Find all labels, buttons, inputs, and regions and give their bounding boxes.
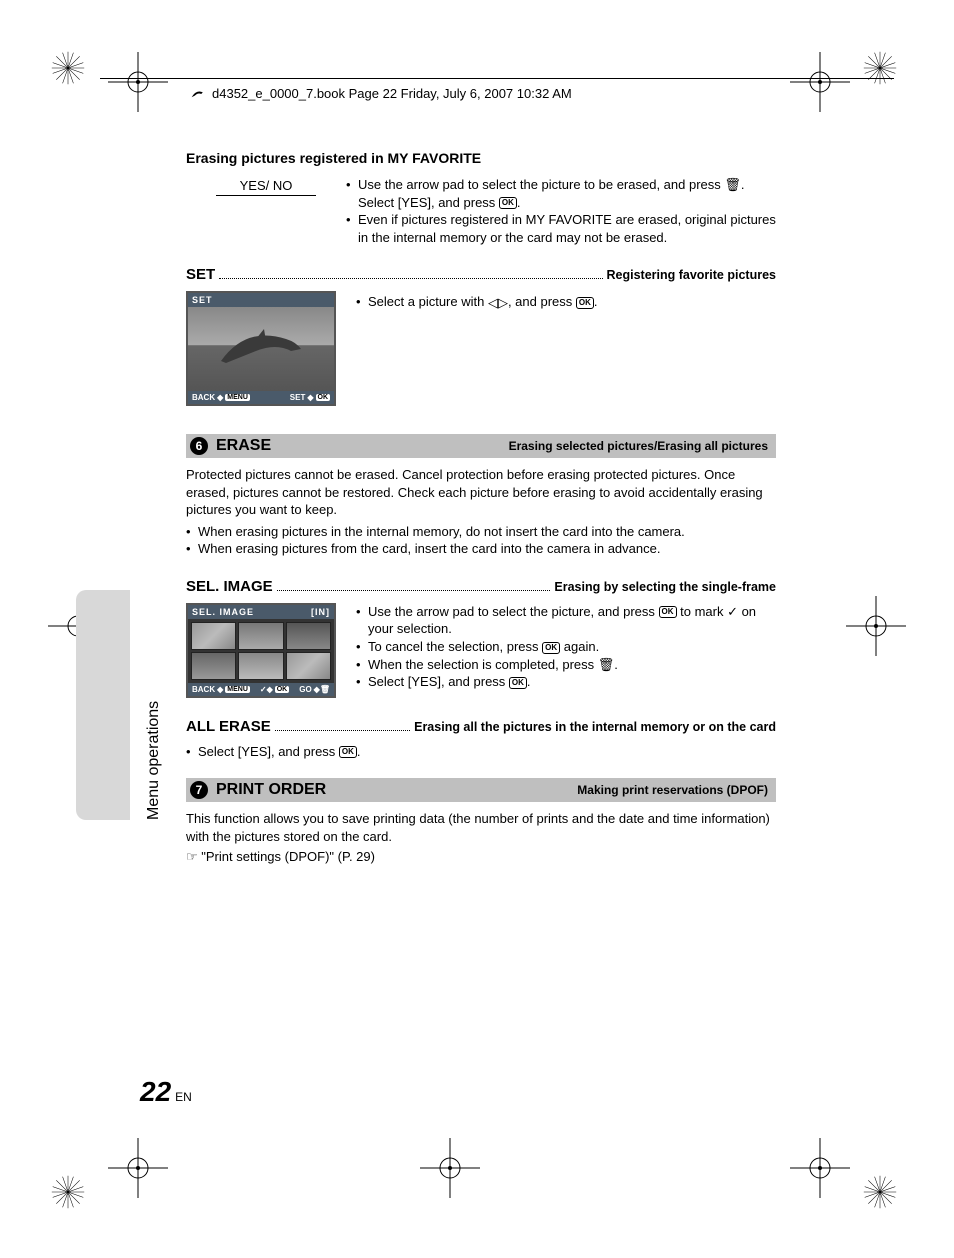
go-label: GO	[299, 685, 311, 694]
erase-subtitle: Erasing selected pictures/Erasing all pi…	[509, 439, 768, 453]
ok-badge: OK	[316, 394, 331, 401]
set-screenshot: SET BACK◆MENU SET◆OK	[186, 291, 336, 406]
all-erase-heading: ALL ERASE	[186, 718, 271, 735]
erase-title: ERASE	[216, 437, 271, 455]
section-number-badge: 6	[190, 437, 208, 455]
print-order-description: This function allows you to save printin…	[186, 810, 776, 845]
thumbnail	[286, 652, 331, 680]
bullet-text-content: Use the arrow pad to select the picture …	[358, 177, 745, 210]
page-content: Erasing pictures registered in MY FAVORI…	[186, 150, 776, 865]
bullet-post: again.	[560, 639, 599, 654]
crosshair-mark	[790, 52, 850, 112]
sel-image-subtitle: Erasing by selecting the single-frame	[554, 580, 776, 594]
bullet-text: Use the arrow pad to select the picture,…	[356, 603, 776, 638]
screenshot-title: SEL. IMAGE	[192, 607, 254, 617]
registration-mark	[50, 50, 86, 86]
header-rule	[100, 78, 894, 79]
crosshair-mark	[108, 52, 168, 112]
ok-icon: OK	[339, 746, 357, 758]
bullet-pre: Select [YES], and press	[368, 674, 509, 689]
thumbnail	[191, 622, 236, 650]
dolphin-icon	[190, 85, 206, 102]
all-erase-subtitle: Erasing all the pictures in the internal…	[414, 720, 776, 734]
bullet-text: Use the arrow pad to select the picture …	[346, 176, 776, 211]
ok-icon: OK	[499, 197, 517, 209]
ok-icon: OK	[542, 642, 560, 654]
section-erasing-favorite-title: Erasing pictures registered in MY FAVORI…	[186, 150, 776, 166]
print-order-reference: ☞ "Print settings (DPOF)" (P. 29)	[186, 848, 776, 866]
ok-badge: OK	[275, 686, 290, 693]
side-tab	[76, 590, 130, 820]
section-number-badge: 7	[190, 781, 208, 799]
ok-icon: OK	[509, 677, 527, 689]
back-label: BACK	[192, 685, 215, 694]
thumbnail	[191, 652, 236, 680]
registration-mark	[862, 1174, 898, 1210]
side-section-label: Menu operations	[145, 701, 163, 820]
bullet-text: When the selection is completed, press 🗑…	[356, 656, 776, 674]
bullet-text: Select [YES], and press OK.	[356, 673, 776, 691]
left-right-arrow-icon: ◁▷	[488, 294, 508, 312]
sel-image-screenshot: SEL. IMAGE [IN] BACK◆MENU ✓◆OK GO◆🗑	[186, 603, 336, 698]
bullet-text: When erasing pictures in the internal me…	[186, 523, 776, 541]
thumbnail	[238, 652, 283, 680]
sel-image-heading: SEL. IMAGE	[186, 578, 273, 595]
ok-icon: OK	[576, 297, 594, 309]
bullet-pre: Select [YES], and press	[198, 744, 339, 759]
bullet-text: Select a picture with ◁▷, and press OK.	[356, 293, 776, 311]
page-number: 22 EN	[140, 1076, 192, 1108]
erase-section-banner: 6 ERASE Erasing selected pictures/Erasin…	[186, 434, 776, 458]
thumbnail	[238, 622, 283, 650]
ok-icon: OK	[659, 606, 677, 618]
dotted-leader	[219, 278, 602, 279]
crosshair-mark	[846, 596, 906, 656]
yes-no-label: YES/ NO	[216, 176, 316, 196]
crosshair-mark	[420, 1138, 480, 1198]
in-badge: [IN]	[311, 607, 330, 617]
registration-mark	[862, 50, 898, 86]
menu-badge: MENU	[225, 686, 250, 693]
bullet-text: Select [YES], and press OK.	[186, 743, 776, 761]
set-subtitle: Registering favorite pictures	[607, 268, 777, 282]
bullet-text: When erasing pictures from the card, ins…	[186, 540, 776, 558]
bullet-post: , and press	[508, 294, 576, 309]
print-order-title: PRINT ORDER	[216, 781, 326, 799]
screenshot-title: SET	[192, 295, 213, 305]
set-label: SET	[290, 393, 306, 402]
crosshair-mark	[108, 1138, 168, 1198]
print-order-subtitle: Making print reservations (DPOF)	[577, 783, 768, 797]
dotted-leader	[275, 730, 410, 731]
dolphin-image-icon	[216, 321, 306, 371]
set-heading: SET	[186, 266, 215, 283]
bullet-pre: Select a picture with	[368, 294, 488, 309]
erase-description: Protected pictures cannot be erased. Can…	[186, 466, 776, 519]
page-lang: EN	[175, 1090, 192, 1104]
book-header: d4352_e_0000_7.book Page 22 Friday, July…	[190, 85, 572, 102]
bullet-text: To cancel the selection, press OK again.	[356, 638, 776, 656]
bullet-pre: To cancel the selection, press	[368, 639, 542, 654]
thumbnail	[286, 622, 331, 650]
crosshair-mark	[790, 1138, 850, 1198]
registration-mark	[50, 1174, 86, 1210]
dotted-leader	[277, 590, 551, 591]
bullet-text: Even if pictures registered in MY FAVORI…	[346, 211, 776, 246]
print-order-section-banner: 7 PRINT ORDER Making print reservations …	[186, 778, 776, 802]
page-number-value: 22	[140, 1076, 171, 1108]
menu-badge: MENU	[225, 394, 250, 401]
bullet-pre: Use the arrow pad to select the picture,…	[368, 604, 659, 619]
header-text: d4352_e_0000_7.book Page 22 Friday, July…	[212, 86, 572, 101]
back-label: BACK	[192, 393, 215, 402]
